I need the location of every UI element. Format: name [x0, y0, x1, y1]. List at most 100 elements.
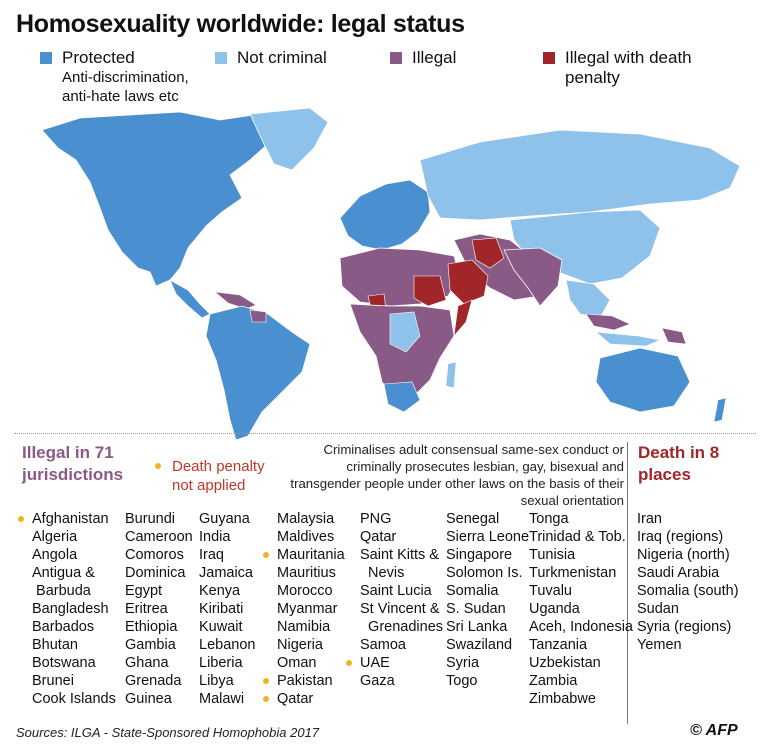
legend-not-criminal: Not criminal — [215, 48, 327, 68]
country-item: Aceh, Indonesia — [529, 619, 633, 635]
country-item: Iraq — [199, 547, 224, 563]
legend-illegal: Illegal — [390, 48, 456, 68]
country-item: PNG — [360, 511, 392, 527]
country-item: Liberia — [199, 655, 243, 671]
saudi-arabia-region — [447, 259, 489, 305]
country-item: Uganda — [529, 601, 580, 617]
death-country-item: Syria (regions) — [637, 619, 732, 635]
country-item: Kuwait — [199, 619, 243, 635]
country-item: Egypt — [125, 583, 163, 599]
country-item: Bhutan — [32, 637, 78, 653]
country-item: India — [199, 529, 231, 545]
country-item: Syria — [446, 655, 480, 671]
legend-death: Illegal with death penalty — [543, 48, 692, 88]
death-country-item: Iran — [637, 511, 662, 527]
death-country-item: Sudan — [637, 601, 679, 617]
country-item: Grenadines — [360, 619, 444, 635]
country-item: Ghana — [125, 655, 169, 671]
country-item: Singapore — [446, 547, 513, 563]
country-item: Tanzania — [529, 637, 588, 653]
afp-logo: © AFP — [690, 722, 738, 739]
page-title: Homosexuality worldwide: legal status — [16, 10, 465, 38]
central-africa-region — [349, 303, 455, 401]
country-item: Barbados — [32, 619, 95, 635]
malaysia-region — [585, 313, 631, 331]
iran-region — [471, 237, 505, 269]
country-item: Lebanon — [199, 637, 256, 653]
death-country-item: Yemen — [637, 637, 682, 653]
country-item: Guinea — [125, 691, 172, 707]
country-item: Barbuda — [32, 583, 91, 599]
country-item: Solomon Is. — [446, 565, 523, 581]
country-item: Tuvalu — [529, 583, 572, 599]
death-penalty-note-text: Death penalty not applied — [172, 458, 265, 494]
indonesia-region — [595, 331, 662, 347]
central-america-region — [169, 279, 211, 319]
legend-swatch-not-criminal — [215, 52, 227, 64]
country-item: Cook Islands — [32, 691, 116, 707]
madagascar-region — [445, 361, 457, 389]
country-item: Senegal — [446, 511, 500, 527]
country-column: Senegal Sierra Leone Singapore Solomon Is. S… — [446, 510, 529, 690]
country-item: Somalia — [446, 583, 499, 599]
country-item: Sri Lanka — [446, 619, 508, 635]
country-item: Pakistan — [263, 672, 345, 690]
yellow-dot-icon — [263, 696, 269, 702]
country-item: Cameroon — [125, 529, 193, 545]
country-item: Bangladesh — [32, 601, 109, 617]
south-asia-region — [503, 247, 563, 307]
yellow-dot-icon — [155, 463, 161, 469]
country-item: Zimbabwe — [529, 691, 596, 707]
png-region — [661, 327, 687, 345]
greenland-region — [249, 107, 329, 171]
country-item: Togo — [446, 673, 478, 689]
country-item: Uzbekistan — [529, 655, 601, 671]
country-item: Ethiopia — [125, 619, 178, 635]
yellow-dot-icon — [263, 678, 269, 684]
country-item: Morocco — [277, 583, 333, 599]
country-item: Jamaica — [199, 565, 253, 581]
yellow-dot-icon — [18, 516, 24, 522]
legend-protected: Protected Anti-discrimination, anti-hate… — [40, 48, 189, 106]
legend-swatch-illegal — [390, 52, 402, 64]
death-country-item: Nigeria (north) — [637, 547, 730, 563]
country-column: Afghanistan Algeria Angola Antigua & Barbud… — [18, 510, 116, 708]
country-item: Antigua & — [32, 565, 95, 581]
criminal-note: Criminalises adult consensual same-sex c… — [290, 442, 624, 508]
sudan-region — [413, 275, 447, 307]
death-list: Iran Iraq (regions) Nigeria (north) Saudi A… — [637, 510, 739, 654]
country-item: Myanmar — [277, 601, 338, 617]
north-america-region — [41, 111, 273, 287]
country-item: Malawi — [199, 691, 245, 707]
russia-region — [419, 129, 741, 221]
vertical-separator — [627, 442, 628, 724]
country-item: Comoros — [125, 547, 184, 563]
country-item: Burundi — [125, 511, 175, 527]
somalia-region — [453, 299, 473, 337]
legend-sub-protected: Anti-discrimination, anti-hate laws etc — [62, 69, 189, 105]
country-item: Gaza — [360, 673, 395, 689]
legend-swatch-protected — [40, 52, 52, 64]
guyana-region — [249, 309, 267, 323]
country-item: Qatar — [263, 690, 345, 708]
country-item: Nevis — [360, 565, 405, 581]
country-item: Mauritius — [277, 565, 336, 581]
country-item: Namibia — [277, 619, 331, 635]
country-item: Mauritania — [263, 546, 345, 564]
country-column: Guyana India Iraq Jamaica Kenya Kiribati Kuwai… — [199, 510, 255, 708]
country-item: Zambia — [529, 673, 578, 689]
country-item: Botswana — [32, 655, 96, 671]
divider — [14, 433, 756, 434]
country-item: Tonga — [529, 511, 569, 527]
country-item: Saint Lucia — [360, 583, 432, 599]
country-item: Kiribati — [199, 601, 244, 617]
legend-label-not-criminal: Not criminal — [237, 48, 327, 67]
country-item: Kenya — [199, 583, 241, 599]
country-item: Afghanistan — [18, 510, 116, 528]
country-item: Trinidad & Tob. — [529, 529, 626, 545]
death-country-item: Somalia (south) — [637, 583, 739, 599]
country-item: Guyana — [199, 511, 250, 527]
country-item: St Vincent & — [360, 601, 440, 617]
country-item: Maldives — [277, 529, 335, 545]
country-item: Malaysia — [277, 511, 335, 527]
